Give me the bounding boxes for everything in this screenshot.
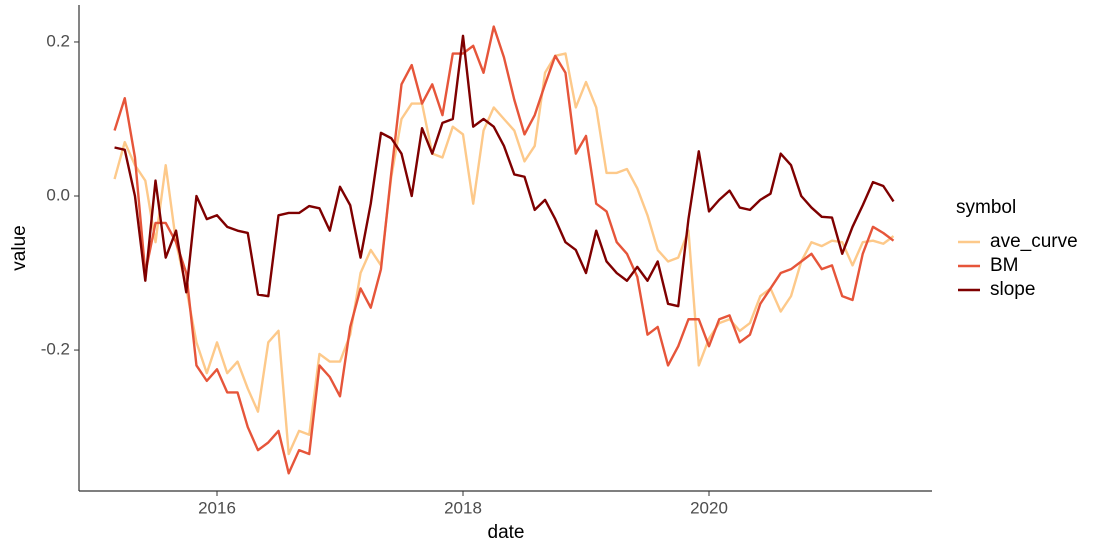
line-series [113, 52, 895, 456]
legend-title: symbol [956, 197, 1016, 218]
legend-label: slope [990, 279, 1035, 300]
x-tick-label: 2020 [690, 498, 728, 517]
y-tick-label: 0.2 [46, 31, 70, 50]
legend-label: ave_curve [990, 231, 1078, 252]
y-axis-title: value [9, 225, 30, 270]
legend-label: BM [990, 255, 1019, 276]
x-tick-label: 2016 [198, 498, 236, 517]
y-tick-label: -0.2 [41, 340, 70, 359]
x-tick-label: 2018 [444, 498, 482, 517]
line-series [114, 34, 895, 308]
x-axis-title: date [488, 522, 525, 543]
line-series [113, 25, 895, 475]
y-tick-label: 0.0 [46, 185, 70, 204]
